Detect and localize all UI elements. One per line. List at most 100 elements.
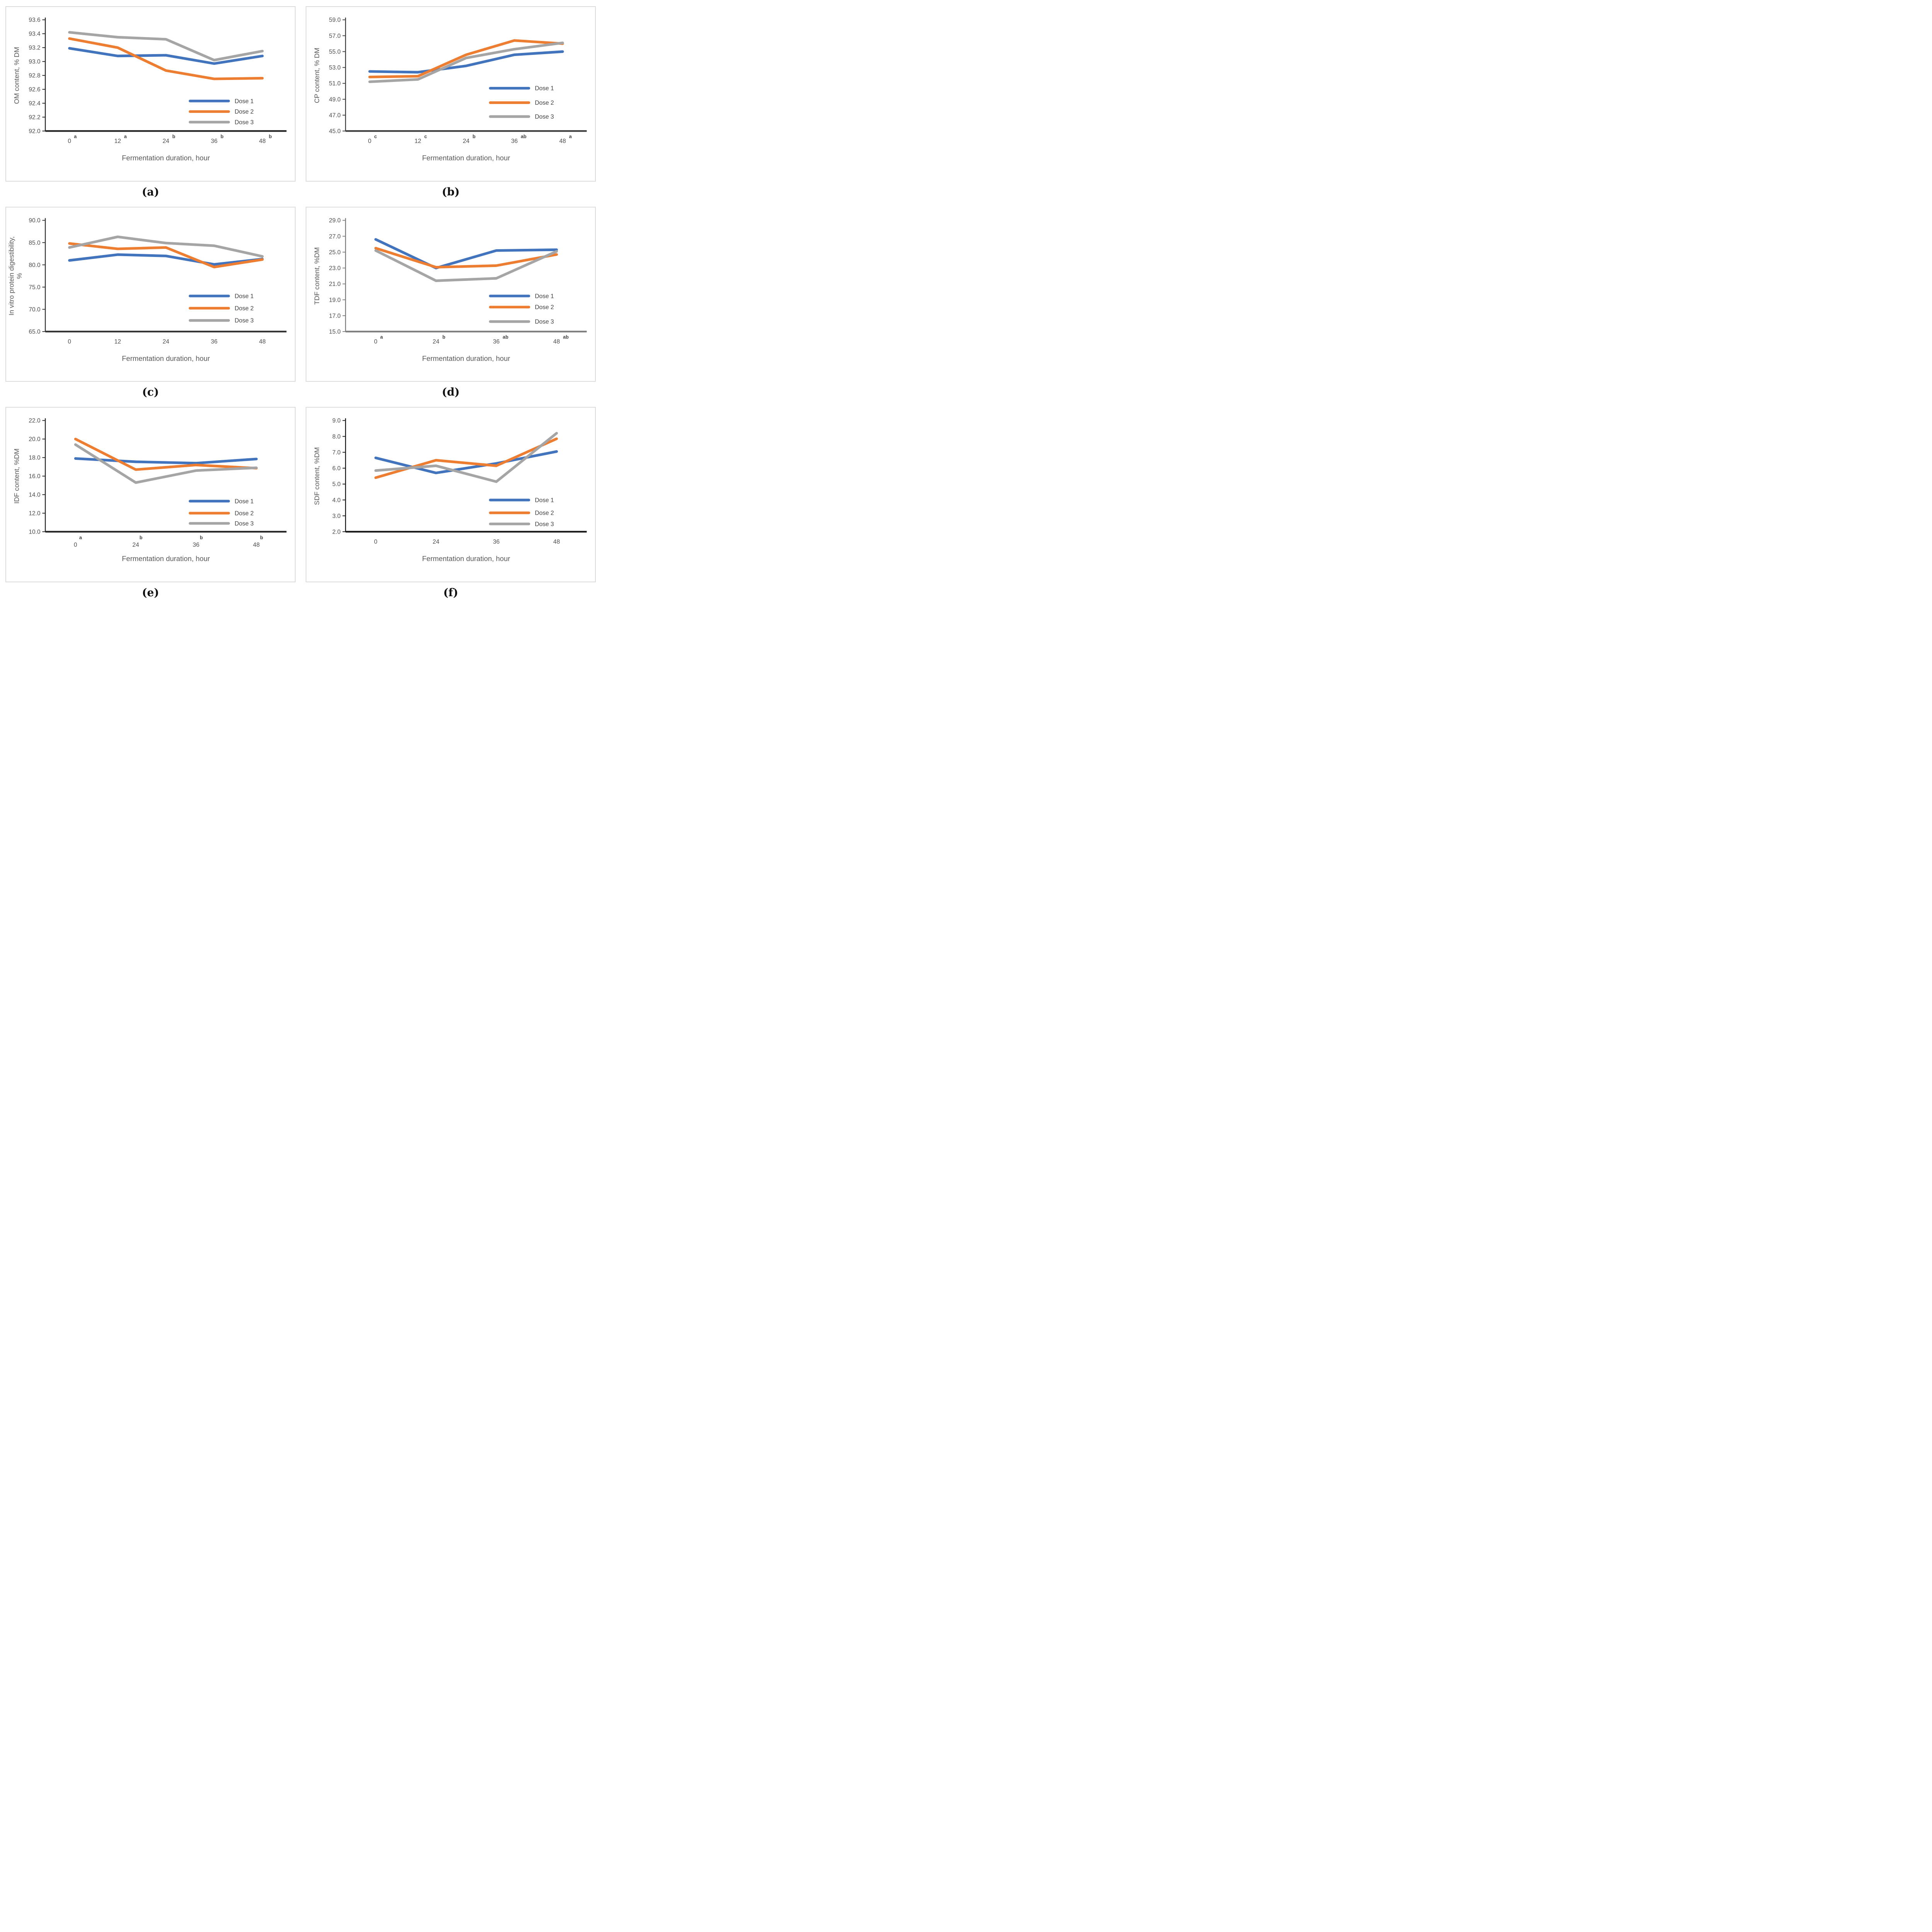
y-tick-label: 9.0 xyxy=(332,418,341,424)
y-tick-label: 18.0 xyxy=(29,455,41,461)
x-tick-label: 48 xyxy=(253,542,260,548)
y-tick-label: 55.0 xyxy=(329,49,341,55)
legend-label-dose-2: Dose 2 xyxy=(235,510,253,517)
y-tick-label: 92.8 xyxy=(29,73,40,79)
legend-label-dose-3: Dose 3 xyxy=(535,114,554,120)
legend-label-dose-3: Dose 3 xyxy=(235,317,253,324)
x-tick-label: 36 xyxy=(211,338,218,345)
x-axis-title: Fermentation duration, hour xyxy=(422,154,510,162)
x-tick-superscript: a xyxy=(569,134,572,139)
x-axis-title: Fermentation duration, hour xyxy=(122,154,210,162)
x-tick-label: 36 xyxy=(193,542,199,548)
y-axis-title: TDF content, %DM xyxy=(313,247,321,304)
y-tick-label: 92.6 xyxy=(29,87,40,93)
y-tick-label: 49.0 xyxy=(329,96,341,103)
x-tick-superscript: ab xyxy=(563,334,569,340)
x-tick-label: 12 xyxy=(114,338,121,345)
x-tick-superscript: a xyxy=(124,134,127,139)
y-tick-label: 93.2 xyxy=(29,45,40,51)
legend-label-dose-3: Dose 3 xyxy=(235,119,253,126)
caption-a: (a) xyxy=(142,185,159,198)
y-tick-label: 10.0 xyxy=(29,529,41,536)
series-line-dose-3 xyxy=(74,443,258,484)
y-tick-label: 5.0 xyxy=(332,481,341,488)
y-tick-label: 51.0 xyxy=(329,80,341,87)
chart-panel-e: 10.0 12.0 14.0 16.0 18.0 20.0 22.0 0 a 24 b 36 b 48 b I… xyxy=(5,407,296,582)
caption-c: (c) xyxy=(142,386,159,399)
chart-panel-f: 2.0 3.0 4.0 5.0 6.0 7.0 8.0 9.0 0 24 36 48 SDF conte… xyxy=(306,407,596,582)
x-tick-superscript: b xyxy=(221,134,224,139)
line-chart-b: 45.047.049.051.053.055.057.059.00c12c24b… xyxy=(313,17,587,162)
y-axis-title: IDF content, %DM xyxy=(13,449,20,504)
x-tick-label: 24 xyxy=(163,138,170,145)
legend-label-dose-2: Dose 2 xyxy=(535,100,554,106)
x-tick-label: 48 xyxy=(553,338,560,345)
x-axis-title: Fermentation duration, hour xyxy=(122,554,210,563)
line-chart-d: 15.017.019.021.023.025.027.029.00a24b36a… xyxy=(313,217,587,362)
x-tick-superscript: ab xyxy=(521,134,527,139)
caption-b: (b) xyxy=(442,185,460,198)
caption-d: (d) xyxy=(442,386,460,399)
line-chart-a: 92.092.292.492.692.893.093.293.493.60a12… xyxy=(13,17,287,162)
y-tick-label: 90.0 xyxy=(29,217,41,224)
legend-label-dose-1: Dose 1 xyxy=(535,497,554,504)
line-chart-c: 65.0 70.0 75.0 80.0 85.0 90.0 0 12 24 36 48 In vitr… xyxy=(8,217,287,362)
y-tick-label: 93.6 xyxy=(29,17,40,24)
series-line-dose-3 xyxy=(374,249,558,282)
panel-cell-e: 10.0 12.0 14.0 16.0 18.0 20.0 22.0 0 a 24 b 36 b 48 b I… xyxy=(5,407,296,599)
y-axis-title: SDF content, %DM xyxy=(313,447,321,505)
y-tick-label: 65.0 xyxy=(29,328,41,335)
x-tick-label: 24 xyxy=(463,138,470,145)
y-axis-title: In vitro protein digestibility, xyxy=(8,236,15,315)
series-line-dose-2 xyxy=(74,437,258,471)
x-tick-label: 0 xyxy=(68,338,71,345)
x-tick-label: 0 xyxy=(374,338,378,345)
x-tick-label: 24 xyxy=(433,338,440,345)
x-tick-superscript: a xyxy=(79,535,82,541)
y-tick-label: 8.0 xyxy=(332,434,341,440)
series-line-dose-1 xyxy=(68,47,264,65)
series-line-dose-2 xyxy=(368,39,564,78)
x-tick-label: 48 xyxy=(553,539,560,545)
series-line-dose-1 xyxy=(374,238,558,269)
chart-panel-d: 15.0 17.0 19.0 21.0 23.0 25.0 27.0 29.0 0 a 24 b 36 a… xyxy=(306,206,596,382)
y-tick-label: 19.0 xyxy=(329,297,341,303)
y-tick-label: 4.0 xyxy=(332,497,341,503)
line-chart-f: 2.0 3.0 4.0 5.0 6.0 7.0 8.0 9.0 0 24 36 48 SDF conte… xyxy=(313,418,587,563)
y-tick-label: 57.0 xyxy=(329,33,341,39)
y-tick-label: 47.0 xyxy=(329,112,341,119)
x-tick-superscript: b xyxy=(473,134,476,139)
x-tick-superscript: b xyxy=(442,334,446,340)
x-tick-label: 48 xyxy=(559,138,566,145)
y-tick-label: 59.0 xyxy=(329,17,341,24)
legend-label-dose-2: Dose 2 xyxy=(235,305,253,312)
y-tick-label: 70.0 xyxy=(29,306,41,313)
y-tick-label: 14.0 xyxy=(29,492,41,498)
y-tick-label: 27.0 xyxy=(329,233,341,240)
panel-cell-d: 15.0 17.0 19.0 21.0 23.0 25.0 27.0 29.0 0 a 24 b 36 a… xyxy=(306,206,596,399)
y-tick-label: 29.0 xyxy=(329,217,341,224)
x-tick-label: 48 xyxy=(259,338,265,345)
legend-label-dose-2: Dose 2 xyxy=(535,510,554,517)
x-tick-label: 0 xyxy=(68,138,71,145)
y-tick-label: 53.0 xyxy=(329,65,341,71)
x-tick-superscript: b xyxy=(200,535,203,541)
x-tick-label: 0 xyxy=(368,138,371,145)
figure-grid: 92.0 92.2 92.4 92.6 92.8 93.0 93.2 93.4 93.6 0 a 12… xyxy=(0,0,601,605)
legend-label-dose-1: Dose 1 xyxy=(535,293,554,299)
series-line-dose-3 xyxy=(68,31,264,62)
caption-e: (e) xyxy=(142,586,159,599)
legend-label-dose-3: Dose 3 xyxy=(535,521,554,528)
chart-panel-a: 92.0 92.2 92.4 92.6 92.8 93.0 93.2 93.4 93.6 0 a 12… xyxy=(5,6,296,182)
series-line-dose-1 xyxy=(368,50,564,74)
series-line-dose-2 xyxy=(68,242,264,269)
x-tick-superscript: ab xyxy=(503,334,509,340)
chart-panel-c: 65.0 70.0 75.0 80.0 85.0 90.0 0 12 24 36 48 In vitr… xyxy=(5,206,296,382)
series-line-dose-3 xyxy=(368,41,564,83)
x-tick-label: 36 xyxy=(493,539,500,545)
y-axis-title: % xyxy=(15,273,23,279)
x-tick-superscript: b xyxy=(139,535,143,541)
panel-cell-a: 92.0 92.2 92.4 92.6 92.8 93.0 93.2 93.4 93.6 0 a 12… xyxy=(5,6,296,198)
y-tick-label: 93.0 xyxy=(29,59,41,65)
x-tick-superscript: a xyxy=(380,334,383,340)
